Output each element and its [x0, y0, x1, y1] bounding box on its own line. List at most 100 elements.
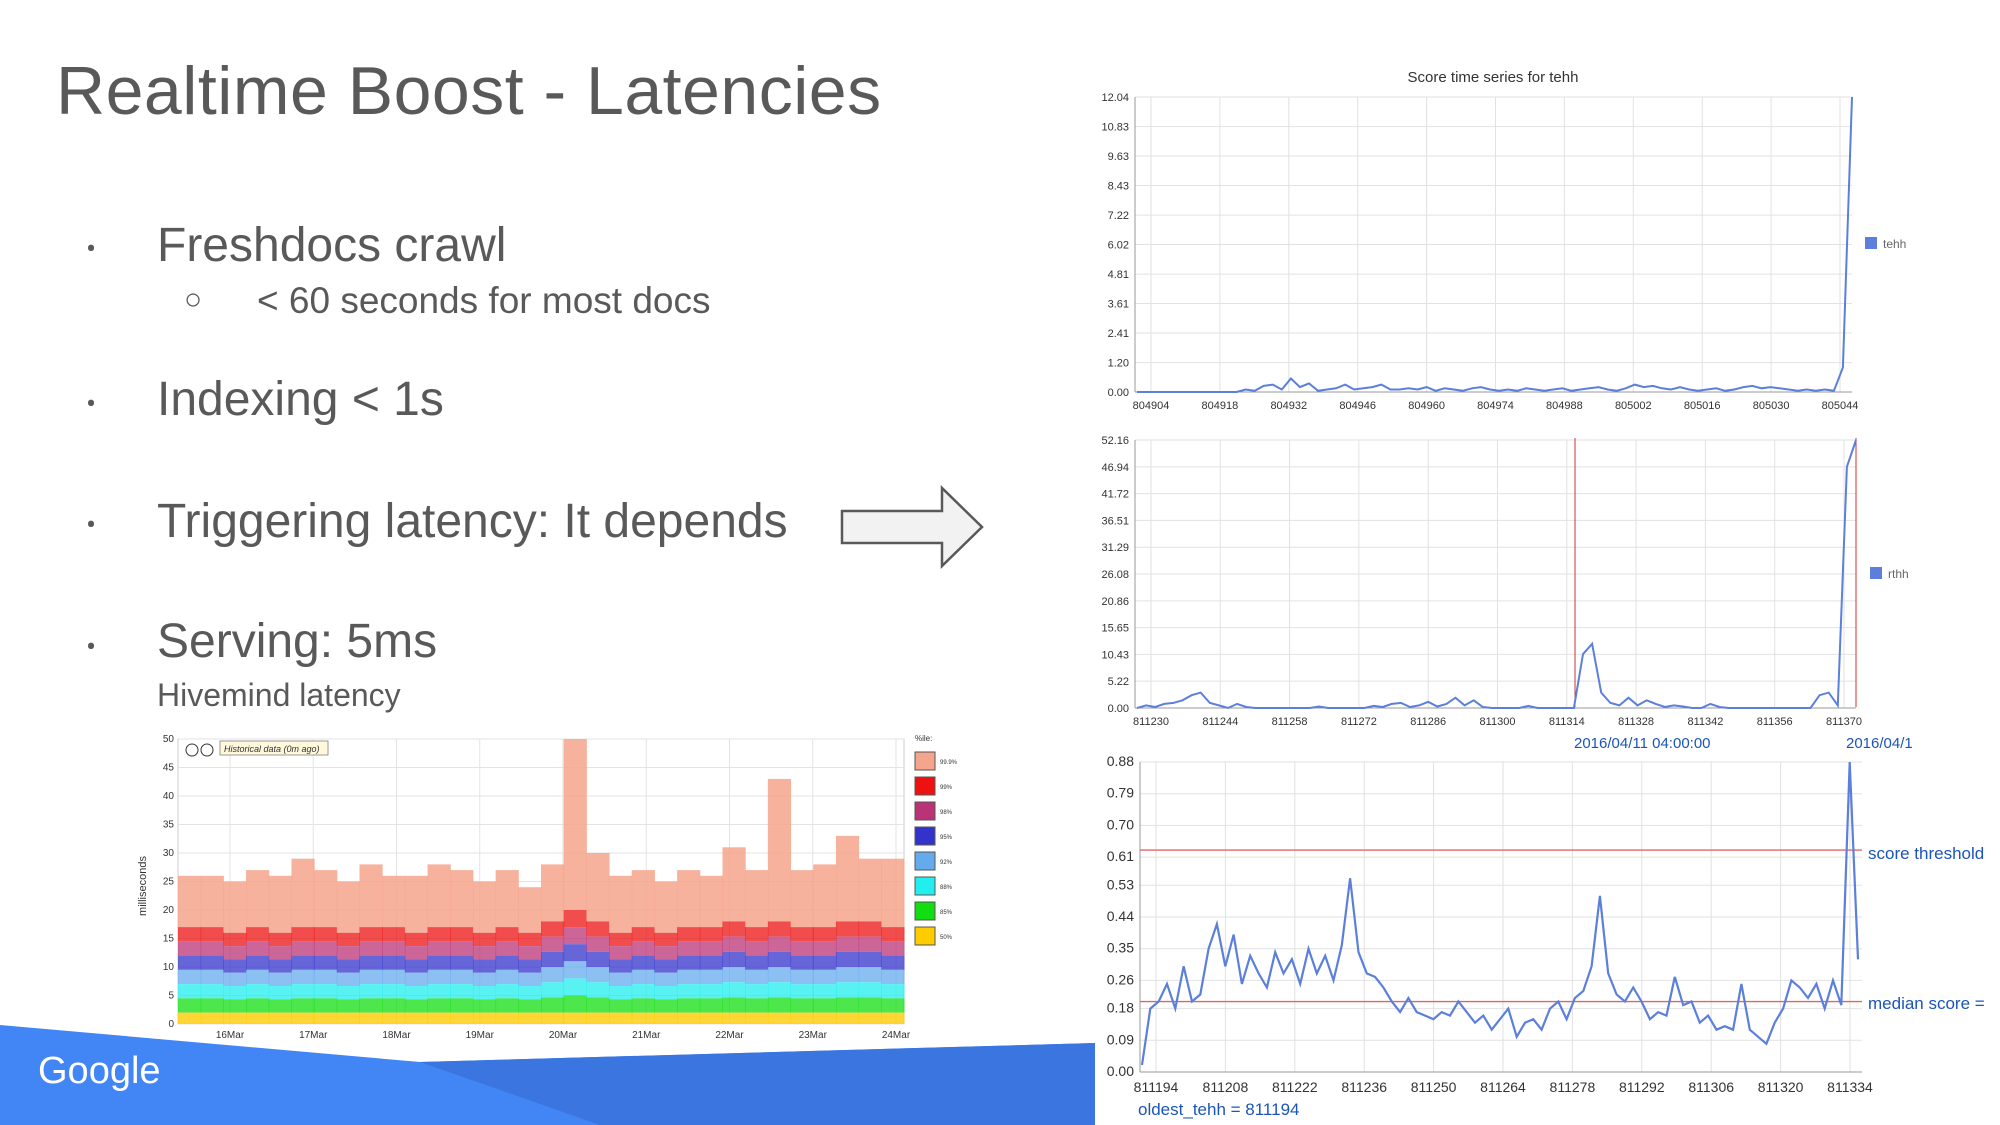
bar-band — [541, 982, 565, 998]
bar-band — [495, 969, 519, 985]
bar-band — [246, 984, 270, 999]
y-tick-label: 0.35 — [1107, 940, 1134, 956]
bar-band — [745, 984, 769, 999]
bar-band — [200, 998, 224, 1013]
bar-band — [745, 969, 769, 985]
bullet-freshdocs: Freshdocs crawl — [157, 219, 507, 272]
y-tick-label: 46.94 — [1101, 462, 1129, 474]
bar-band — [200, 984, 224, 999]
bar-band — [745, 955, 769, 970]
bar-band — [246, 998, 270, 1013]
bar-band — [767, 936, 792, 952]
y-tick-label: 20.86 — [1101, 596, 1129, 608]
bar-p999 — [677, 870, 701, 928]
bar-p999 — [609, 875, 633, 933]
x-tick-label: 811250 — [1411, 1079, 1457, 1095]
bar-band — [472, 932, 497, 947]
bar-band — [677, 998, 701, 1013]
legend-label: 50% — [940, 935, 953, 941]
bar-band — [881, 941, 905, 956]
bar-p50 — [495, 1012, 519, 1024]
bar-band — [427, 998, 451, 1013]
bar-band — [790, 984, 814, 999]
bar-band — [359, 969, 383, 985]
refresh-icon[interactable] — [200, 743, 214, 757]
score-threshold-label: score threshold — [1868, 844, 1984, 863]
bar-p50 — [722, 1012, 746, 1024]
bar-band — [223, 959, 247, 973]
legend-swatch — [914, 851, 936, 871]
bar-p999 — [404, 875, 429, 933]
bar-band — [427, 941, 451, 956]
legend-label: 95% — [940, 835, 953, 841]
bar-p50 — [336, 1012, 360, 1024]
bar-band — [722, 997, 746, 1013]
bar-band — [336, 986, 360, 1000]
bullet-indexing: Indexing < 1s — [157, 373, 444, 426]
y-tick-label: 0.26 — [1107, 971, 1134, 987]
legend-label: 99% — [940, 785, 953, 791]
bullet-triggering: Triggering latency: It depends — [157, 495, 788, 548]
bar-p999 — [268, 875, 292, 933]
bar-band — [223, 932, 247, 947]
bar-band — [404, 999, 429, 1013]
sub-bullet-crawl: < 60 seconds for most docs — [257, 280, 711, 321]
bar-band — [314, 955, 338, 970]
bullet-serving: Serving: 5ms — [157, 615, 438, 668]
bar-band — [835, 951, 860, 967]
bar-band — [790, 955, 814, 970]
x-tick-label: 804904 — [1133, 400, 1170, 412]
bar-p50 — [858, 1012, 882, 1024]
x-tick-label: 805016 — [1684, 400, 1721, 412]
y-tick-label: 10.83 — [1101, 122, 1129, 134]
bar-p50 — [609, 1012, 633, 1024]
legend-swatch — [914, 801, 936, 821]
bar-p50 — [767, 1012, 792, 1024]
historical-badge-bg — [219, 740, 329, 756]
bar-band — [699, 984, 723, 999]
x-tick-label: 811236 — [1341, 1079, 1387, 1095]
bar-band — [541, 997, 565, 1013]
historical-badge: Historical data (0m ago) — [224, 744, 320, 754]
bar-band — [745, 941, 769, 956]
y-tick-label: 45 — [163, 763, 175, 774]
bar-band — [790, 927, 814, 942]
bar-p50 — [404, 1012, 429, 1024]
bar-band — [813, 984, 837, 999]
bar-band — [291, 984, 315, 999]
bar-band — [722, 982, 746, 998]
legend-swatch — [914, 751, 936, 771]
bar-p999 — [200, 875, 224, 928]
bar-band — [654, 946, 678, 960]
bar-band — [858, 936, 882, 952]
x-tick-label: 804932 — [1270, 400, 1307, 412]
chart-title: Score time series for tehh — [1408, 69, 1579, 86]
bar-band — [268, 932, 292, 947]
bar-band — [178, 941, 202, 956]
bar-band — [336, 946, 360, 960]
legend-label: 99.9% — [940, 760, 958, 766]
bar-band — [631, 941, 655, 956]
legend-label: 88% — [940, 885, 953, 891]
y-tick-label: 5.22 — [1108, 676, 1129, 688]
bar-band — [382, 927, 406, 942]
bar-p50 — [427, 1012, 451, 1024]
bar-band — [541, 921, 565, 937]
legend-swatch — [914, 926, 936, 946]
bar-band — [609, 946, 633, 960]
y-tick-label: 0.09 — [1107, 1031, 1134, 1047]
bar-p50 — [382, 1012, 406, 1024]
y-tick-label: 41.72 — [1101, 489, 1129, 501]
y-tick-label: 40 — [163, 791, 175, 802]
bar-band — [336, 932, 360, 947]
bar-band — [268, 946, 292, 960]
bar-p999 — [291, 858, 315, 928]
legend-label: rthh — [1888, 567, 1909, 581]
y-tick-label: 0.79 — [1107, 785, 1134, 801]
bar-band — [609, 999, 633, 1013]
bar-band — [472, 999, 497, 1013]
bar-band — [699, 998, 723, 1013]
zoom-icon[interactable] — [185, 743, 199, 757]
bar-band — [835, 921, 860, 937]
x-tick-label: 19Mar — [466, 1030, 495, 1041]
